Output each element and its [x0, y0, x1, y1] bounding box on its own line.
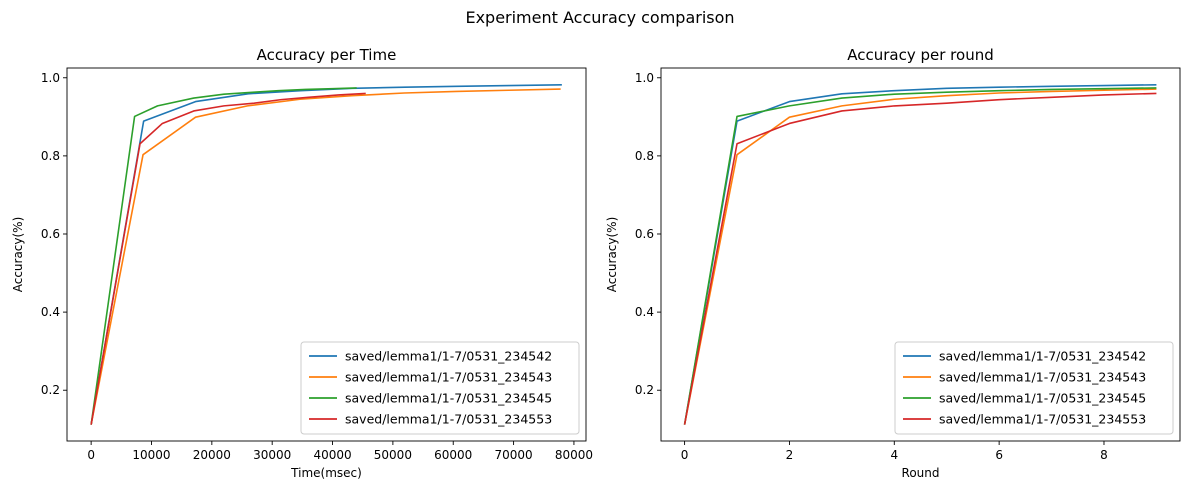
series-line-3	[90, 87, 357, 425]
series-line-2	[683, 88, 1157, 425]
x-tick-label: 60000	[434, 448, 472, 462]
chart-title: Accuracy per Time	[257, 46, 397, 64]
y-tick-label: 0.4	[41, 305, 60, 319]
x-tick-label: 40000	[313, 448, 351, 462]
legend-box	[894, 341, 1174, 435]
x-tick-label: 6	[995, 448, 1003, 462]
x-tick-label: 8	[1100, 448, 1108, 462]
chart-2: 0 2 4 6 8 0.2 0.4 0.6 0.8 1.0 Accuracy per round Ro…	[605, 46, 1181, 480]
x-tick-label: 0	[681, 448, 689, 462]
y-tick-label: 0.6	[41, 227, 60, 241]
y-tick-label: 0.8	[41, 149, 60, 163]
x-tick-label: 10000	[132, 448, 170, 462]
axes-frame	[660, 67, 1181, 442]
legend-entry: saved/lemma1/1-7/0531_234543	[939, 370, 1146, 385]
legend: saved/lemma1/1-7/0531_234542 saved/lemma1…	[300, 341, 580, 435]
x-tick-label: 70000	[494, 448, 532, 462]
x-tick-label: 80000	[555, 448, 593, 462]
y-tick-label: 0.2	[41, 383, 60, 397]
x-axis-label: Time(msec)	[290, 466, 362, 480]
series-line-2	[90, 88, 561, 425]
legend-entry: saved/lemma1/1-7/0531_234553	[939, 412, 1146, 427]
y-axis-label: Accuracy(%)	[11, 217, 25, 293]
legend-entry: saved/lemma1/1-7/0531_234545	[345, 391, 552, 406]
axes-frame	[66, 67, 587, 442]
x-tick-label: 0	[87, 448, 95, 462]
x-tick-label: 20000	[193, 448, 231, 462]
legend: saved/lemma1/1-7/0531_234542 saved/lemma1…	[894, 341, 1174, 435]
legend-entry: saved/lemma1/1-7/0531_234542	[939, 349, 1146, 364]
chart-title: Accuracy per round	[847, 46, 993, 64]
x-tick-label: 50000	[374, 448, 412, 462]
figure-suptitle: Experiment Accuracy comparison	[465, 8, 735, 27]
y-tick-label: 0.8	[635, 149, 654, 163]
chart-1: 0 10000 20000 30000 40000 50000 60000 70000 8000…	[11, 46, 593, 480]
y-tick-label: 0.6	[635, 227, 654, 241]
series-line-3	[683, 87, 1157, 425]
legend-entry: saved/lemma1/1-7/0531_234543	[345, 370, 552, 385]
y-tick-label: 1.0	[41, 71, 60, 85]
x-tick-label: 2	[786, 448, 794, 462]
legend-box	[300, 341, 580, 435]
x-tick-label: 30000	[253, 448, 291, 462]
y-tick-label: 1.0	[635, 71, 654, 85]
legend-entry: saved/lemma1/1-7/0531_234545	[939, 391, 1146, 406]
series-line-4	[90, 92, 366, 425]
series-line-4	[683, 92, 1157, 425]
legend-entry: saved/lemma1/1-7/0531_234542	[345, 349, 552, 364]
x-axis-label: Round	[902, 466, 940, 480]
y-axis-label: Accuracy(%)	[605, 217, 619, 293]
y-tick-label: 0.4	[635, 305, 654, 319]
x-tick-label: 4	[890, 448, 898, 462]
legend-entry: saved/lemma1/1-7/0531_234553	[345, 412, 552, 427]
y-tick-label: 0.2	[635, 383, 654, 397]
